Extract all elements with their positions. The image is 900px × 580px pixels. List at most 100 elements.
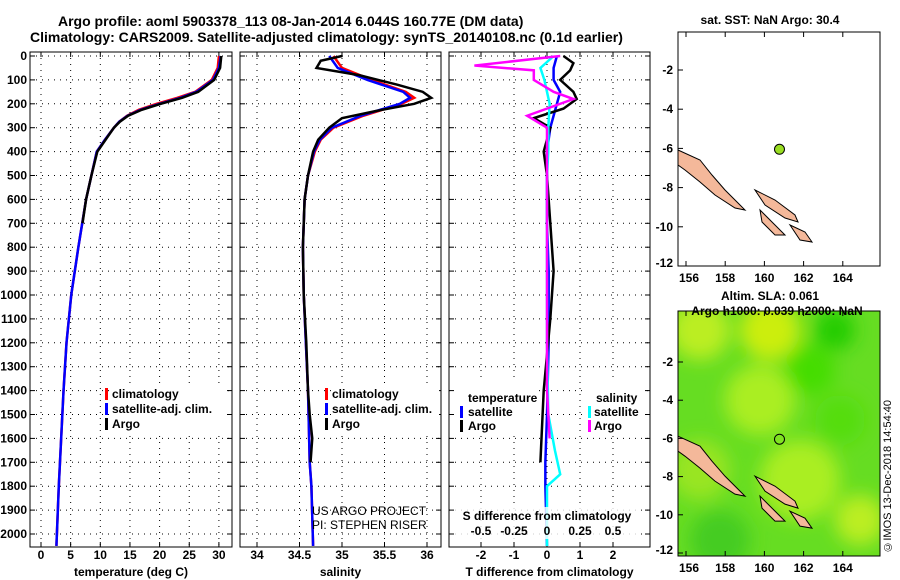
sla-blob [690, 510, 750, 556]
x-tick-label: 35.5 [373, 548, 397, 562]
map2-title-line1: Altim. SLA: 0.061 [721, 289, 819, 303]
x-tick-label: -2 [476, 548, 487, 562]
x-tick-label: 25 [183, 548, 197, 562]
series-line-climatology [55, 55, 221, 546]
map-lon-label: 156 [679, 561, 699, 575]
x-tick-label: -1 [509, 548, 520, 562]
map-lon-label: 160 [754, 561, 774, 575]
map-lat-label: -12 [656, 543, 674, 557]
map-lat-label: -10 [656, 508, 674, 522]
x-tick-label: 1 [577, 548, 584, 562]
map-lat-label: -4 [662, 102, 673, 116]
series-line-climatology [301, 55, 417, 546]
land-polygon [753, 474, 799, 509]
legend-label: climatology [112, 387, 179, 401]
land-polygon [759, 494, 787, 522]
legend-label: satellite [468, 405, 513, 419]
map-lon-label: 158 [715, 271, 735, 285]
x-tick-label: 34.5 [288, 548, 312, 562]
legend-bg [455, 380, 535, 436]
land-polygon [677, 149, 747, 211]
y-tick-label: 0 [20, 49, 27, 63]
x-tick-label: 5 [67, 548, 74, 562]
s-tick-label: 0.25 [568, 524, 592, 538]
map-lon-label: 158 [715, 561, 735, 575]
y-tick-label: 2000 [0, 527, 27, 541]
legend-label: Argo [594, 419, 622, 433]
title-line1: Argo profile: aoml 5903378_113 08-Jan-20… [58, 13, 524, 29]
land-polygon [788, 509, 814, 529]
legend-swatch [105, 418, 108, 430]
map-lat-label: -2 [662, 63, 673, 77]
legend-swatch [588, 406, 591, 418]
pi-credit: PI: STEPHEN RISER [312, 518, 427, 532]
sla-blob [725, 365, 795, 435]
legend-swatch [588, 420, 591, 432]
land-polygon [759, 208, 787, 236]
legend-label: satellite-adj. clim. [112, 402, 212, 416]
y-tick-label: 200 [7, 97, 27, 111]
sla-blob [815, 311, 855, 350]
series-line-satellite-adj-clim- [55, 55, 222, 546]
legend-title-temperature: temperature [468, 391, 538, 405]
s-tick-label: 0 [544, 524, 551, 538]
x-tick-label: 10 [94, 548, 108, 562]
x-axis-label: temperature (deg C) [74, 565, 188, 579]
legend-label: Argo [112, 417, 140, 431]
y-tick-label: 600 [7, 192, 27, 206]
map1-title: sat. SST: NaN Argo: 30.4 [701, 13, 840, 27]
legend-swatch [460, 406, 463, 418]
map-lat-label: -2 [662, 355, 673, 369]
x-tick-label: 20 [153, 548, 167, 562]
x-tick-label: 30 [212, 548, 226, 562]
y-tick-label: 1900 [0, 503, 27, 517]
land-polygon [677, 435, 747, 497]
x-tick-label: 35 [335, 548, 349, 562]
map-lat-label: -12 [656, 256, 674, 270]
s-tick-label: -0.25 [500, 524, 528, 538]
legend-bg [111, 418, 223, 431]
y-tick-label: 300 [7, 121, 27, 135]
legend-label: Argo [332, 417, 360, 431]
s-tick-label: 0.5 [605, 524, 622, 538]
legend-bg [331, 403, 439, 416]
map-lat-label: -6 [662, 431, 673, 445]
map-lon-label: 164 [833, 561, 853, 575]
x-axis-label: T difference from climatology [465, 565, 633, 579]
x-tick-label: 15 [123, 548, 137, 562]
y-tick-label: 1800 [0, 479, 27, 493]
sla-blob [835, 495, 880, 545]
plot-frame [239, 51, 442, 548]
plot-frame [448, 51, 651, 548]
x-tick-label: 36 [420, 548, 434, 562]
x-tick-label: 0 [544, 548, 551, 562]
y-tick-label: 500 [7, 169, 27, 183]
map-lon-label: 160 [754, 271, 774, 285]
y-tick-label: 1200 [0, 336, 27, 350]
land-polygon [788, 223, 814, 243]
legend-swatch [460, 420, 463, 432]
series-line-t-argo [530, 54, 579, 463]
land-polygon [753, 188, 799, 223]
y-tick-label: 1300 [0, 360, 27, 374]
legend-label: Argo [468, 419, 496, 433]
series-line-argo [81, 55, 223, 224]
s-axis-label: S difference from climatology [463, 509, 632, 523]
y-tick-label: 100 [7, 73, 27, 87]
map-lat-label: -8 [662, 181, 673, 195]
series-line-s-argo [474, 54, 578, 439]
map-lon-label: 162 [794, 271, 814, 285]
y-tick-label: 1600 [0, 431, 27, 445]
project-credit: US ARGO PROJECT [312, 504, 427, 518]
y-tick-label: 1500 [0, 408, 27, 422]
sla-blob [815, 395, 865, 445]
map-frame [677, 310, 881, 557]
imos-stamp: ©IMOS 13-Dec-2018 14:54:40 [882, 400, 894, 553]
map-lon-label: 156 [679, 271, 699, 285]
title-line2: Climatology: CARS2009. Satellite-adjuste… [30, 29, 623, 45]
legend-swatch [325, 418, 328, 430]
legend-swatch [105, 403, 108, 415]
map2-title-line2: Argo h1000: 0.039 h2000: NaN [691, 304, 862, 318]
